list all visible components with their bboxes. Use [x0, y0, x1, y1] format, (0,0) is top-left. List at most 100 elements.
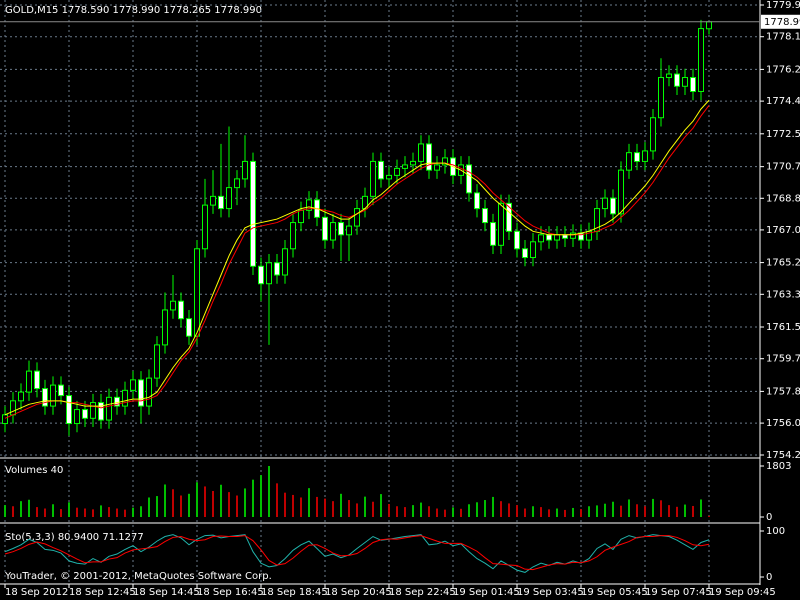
candle-body: [130, 379, 136, 391]
candle-body: [330, 222, 336, 241]
y-tick-label: 1770.70: [766, 162, 800, 173]
candle-body: [58, 384, 64, 397]
candle-body: [338, 222, 344, 236]
candle-body: [410, 160, 416, 166]
candle-body: [698, 28, 704, 93]
candle-body: [554, 234, 560, 241]
candle-body: [402, 164, 408, 169]
candle-body: [626, 152, 632, 171]
candle-body: [506, 202, 512, 232]
candle-body: [282, 248, 288, 276]
candle-body: [66, 395, 72, 425]
candle-body: [674, 73, 680, 87]
candle-body: [146, 377, 152, 407]
candle-body: [178, 300, 184, 320]
candle-body: [18, 391, 24, 402]
candle-body: [10, 400, 16, 416]
candle-body: [82, 409, 88, 419]
candle-body: [242, 160, 248, 180]
candle-body: [394, 167, 400, 176]
y-tick-label: 1754.20: [766, 450, 800, 461]
candle-body: [194, 248, 200, 337]
candle-body: [346, 225, 352, 236]
candle-body: [482, 208, 488, 224]
candle-body: [274, 262, 280, 276]
y-tick-label: 1776.265: [766, 64, 800, 75]
candle-body: [682, 77, 688, 87]
last-price-label: 1778.99: [764, 17, 800, 28]
y-tick-label: 1768.89: [766, 193, 800, 204]
candle-body: [154, 344, 160, 379]
candle-body: [634, 152, 640, 162]
candle-body: [42, 388, 48, 407]
candle-body: [226, 187, 232, 210]
candle-body: [170, 300, 176, 311]
candle-body: [370, 160, 376, 197]
candle-body: [570, 232, 576, 239]
x-tick-label: 19 Sep 01:45: [453, 587, 520, 598]
candle-body: [74, 409, 80, 425]
candle-body: [650, 117, 656, 152]
candle-body: [426, 143, 432, 171]
candle-body: [666, 73, 672, 79]
candle-body: [514, 230, 520, 250]
x-tick-label: 18 Sep 20:45: [325, 587, 392, 598]
y-tick-label: 0: [766, 572, 772, 583]
candle-body: [546, 234, 552, 241]
x-tick-label: 18 Sep 22:45: [389, 587, 456, 598]
candle-body: [490, 222, 496, 246]
candle-body: [218, 195, 224, 210]
candle-body: [618, 169, 624, 215]
x-tick-label: 18 Sep 16:45: [197, 587, 264, 598]
candle-body: [106, 396, 112, 421]
candle-body: [98, 402, 104, 421]
candle-body: [442, 157, 448, 166]
candle-body: [538, 234, 544, 243]
candle-body: [690, 77, 696, 93]
candle-body: [266, 262, 272, 285]
candle-body: [474, 192, 480, 210]
candle-body: [138, 379, 144, 407]
candle-body: [530, 241, 536, 259]
y-tick-label: 1756.025: [766, 418, 800, 429]
candle-body: [162, 309, 168, 346]
y-tick-label: 1803: [766, 461, 791, 472]
candle-body: [202, 204, 208, 250]
candle-body: [610, 197, 616, 215]
candle-body: [210, 195, 216, 206]
stochastic-line: [4, 534, 710, 573]
x-tick-label: 18 Sep 18:45: [261, 587, 328, 598]
candle-body: [234, 178, 240, 189]
y-tick-label: 1767.08: [766, 225, 800, 236]
x-tick-label: 19 Sep 05:45: [581, 587, 648, 598]
y-tick-label: 1774.45: [766, 96, 800, 107]
last-price-box: [761, 14, 800, 29]
candle-body: [298, 209, 304, 224]
candle-body: [466, 164, 472, 194]
candle-body: [90, 402, 96, 419]
y-tick-label: 1761.525: [766, 322, 800, 333]
candle-body: [418, 143, 424, 162]
y-tick-label: 100: [766, 526, 785, 537]
candle-body: [122, 389, 128, 407]
y-tick-label: 1772.58: [766, 129, 800, 140]
y-tick-label: 1763.395: [766, 289, 800, 300]
moving-average: [4, 99, 710, 416]
x-tick-label: 18 Sep 14:45: [133, 587, 200, 598]
candle-body: [498, 202, 504, 246]
y-tick-label: 1778.135: [766, 32, 800, 43]
x-tick-label: 19 Sep 09:45: [709, 587, 776, 598]
candle-body: [322, 216, 328, 241]
x-tick-label: 19 Sep 07:45: [645, 587, 712, 598]
candle-body: [658, 77, 664, 119]
candle-body: [186, 318, 192, 337]
y-tick-label: 1779.95: [766, 0, 800, 11]
candle-body: [354, 208, 360, 227]
candle-body: [250, 160, 256, 267]
stochastic-line: [4, 535, 710, 571]
candle-body: [258, 265, 264, 285]
stoch-title: Sto(5,3,3) 80.9400 71.1277: [5, 532, 144, 543]
candle-body: [34, 370, 40, 390]
candle-body: [642, 150, 648, 162]
